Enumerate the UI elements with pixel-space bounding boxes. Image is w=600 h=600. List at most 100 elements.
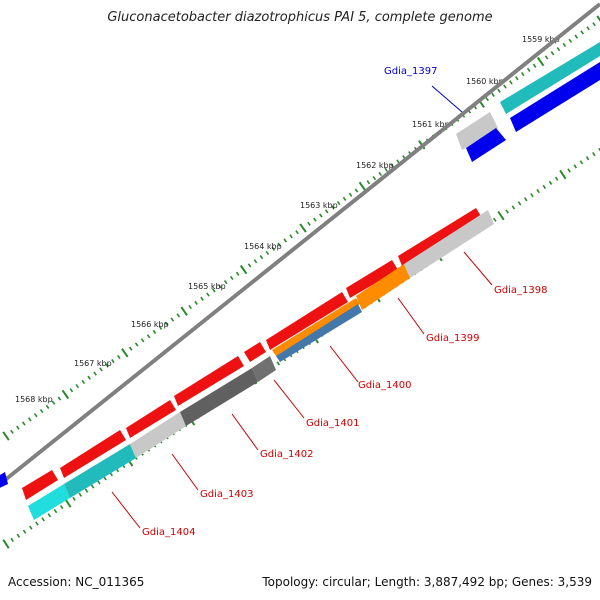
scale-tick [390, 163, 394, 168]
scale-tick [206, 292, 210, 297]
scale-label: 1559 kbp [522, 35, 560, 44]
scale-tick [336, 200, 341, 206]
scale-tick [78, 492, 83, 497]
scale-label: 1561 kbp [412, 120, 450, 129]
scale-tick [330, 205, 335, 210]
gene-feature[interactable] [500, 42, 600, 114]
map-title: Gluconacetobacter diazotrophicus PAI 5, … [107, 10, 493, 25]
gene-feature[interactable] [174, 356, 244, 406]
scale-label: 1563 kbp [300, 201, 338, 210]
gene-feature[interactable] [276, 304, 362, 362]
scale-tick [47, 513, 52, 518]
scale-tick [342, 196, 347, 201]
gene-label: Gdia_1404 [142, 527, 195, 538]
scale-tick [580, 30, 584, 35]
scale-tick [568, 38, 573, 43]
scale-tick [596, 15, 600, 22]
scale-tick [283, 238, 287, 243]
leader-line [397, 297, 425, 335]
scale-tick [289, 234, 293, 239]
scale-tick [299, 223, 307, 233]
scale-tick [515, 76, 519, 81]
gene-feature[interactable] [510, 62, 600, 132]
scale-tick [140, 338, 145, 343]
leader-line [431, 85, 463, 113]
scale-labels: 1559 kbp 1560 kbp 1561 kbp 1562 kbp 1563 kbp… [15, 35, 560, 404]
outer-tick-ring [2, 15, 600, 441]
scale-tick [87, 375, 91, 380]
gene-label: Gdia_1397 [384, 66, 437, 77]
gene-feature[interactable] [180, 368, 258, 426]
scale-tick [259, 255, 264, 260]
scale-tick [511, 205, 516, 210]
scale-tick [517, 201, 522, 206]
scale-tick [218, 284, 222, 289]
scale-tick [354, 188, 359, 193]
scale-tick [579, 160, 584, 165]
scale-tick [99, 367, 103, 372]
gene-label: Gdia_1398 [494, 285, 547, 296]
scale-tick [295, 230, 299, 235]
gene-feature[interactable] [398, 208, 482, 266]
scale-tick [520, 71, 525, 77]
scale-tick [276, 361, 281, 366]
scale-tick [10, 429, 14, 434]
leader-line [463, 251, 493, 286]
gene-feature[interactable] [356, 264, 410, 310]
scale-tick [586, 26, 590, 31]
scale-tick [170, 317, 175, 322]
gene-feature[interactable] [22, 470, 58, 500]
gene-feature[interactable] [272, 298, 360, 356]
gene-feature[interactable] [0, 472, 8, 490]
scale-tick [180, 306, 188, 316]
scale-tick [75, 383, 80, 389]
scale-tick [164, 321, 169, 326]
scale-tick [223, 279, 228, 285]
scale-tick [307, 221, 311, 226]
scale-tick [53, 509, 58, 514]
scale-tick [200, 296, 204, 301]
scale-tick [105, 363, 109, 368]
scale-tick [146, 334, 151, 339]
scale-tick [235, 271, 240, 276]
scale-tick [556, 47, 561, 52]
scale-tick [559, 169, 567, 180]
scale-tick [265, 250, 270, 256]
gene-feature[interactable] [64, 444, 136, 498]
gene-feature[interactable] [28, 484, 70, 520]
scale-tick [253, 259, 258, 264]
scale-tick [271, 246, 276, 251]
scale-tick [366, 180, 371, 185]
gene-feature[interactable] [60, 430, 126, 478]
scale-label: 1560 kbp [466, 77, 504, 86]
scale-tick [491, 92, 495, 97]
scale-tick [51, 400, 56, 405]
scale-tick [69, 388, 74, 393]
scale-tick [61, 389, 70, 400]
gene-feature[interactable] [130, 412, 186, 458]
gene-feature[interactable] [466, 128, 506, 162]
accession-label: Accession: NC_011365 [8, 575, 145, 589]
gene-feature[interactable] [252, 356, 276, 382]
gene-feature[interactable] [346, 260, 398, 298]
gene-feature[interactable] [266, 292, 348, 350]
scale-tick [324, 209, 329, 214]
leader-line [171, 453, 199, 491]
gene-feature[interactable] [456, 112, 498, 150]
scale-tick [22, 421, 26, 426]
genome-backbone [0, 2, 600, 487]
scale-tick [497, 88, 501, 93]
scale-tick [16, 425, 20, 430]
scale-tick [542, 184, 547, 190]
scale-label: 1566 kbp [131, 320, 169, 329]
gene-feature[interactable] [404, 210, 494, 278]
scale-tick [485, 96, 489, 102]
gene-feature[interactable] [126, 400, 176, 438]
gene-feature[interactable] [244, 342, 266, 362]
scale-tick [2, 431, 10, 441]
scale-tick [319, 213, 323, 218]
scale-tick [27, 417, 32, 422]
gene-label: Gdia_1403 [200, 489, 253, 500]
scale-tick [35, 521, 39, 526]
